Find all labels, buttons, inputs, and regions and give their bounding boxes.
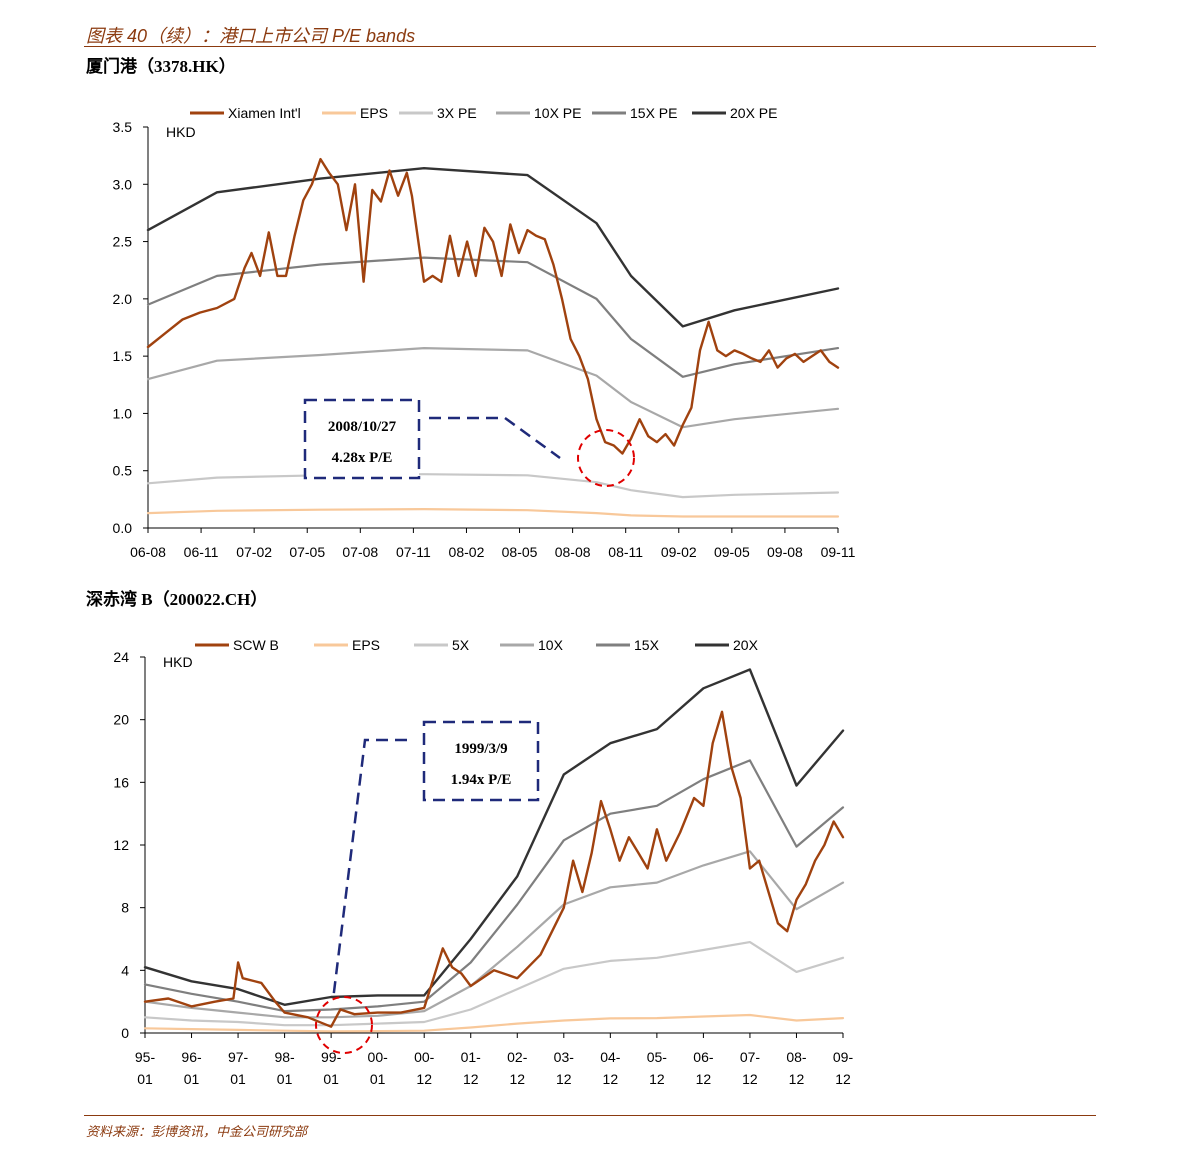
chart2-series-scw-b xyxy=(143,710,845,1028)
chart2-annotation-leader xyxy=(331,738,407,1001)
chart1-x-tick-label: 07-02 xyxy=(236,544,272,560)
chart1-annotation-text: 4.28x P/E xyxy=(332,450,393,466)
chart2-annotation-circle xyxy=(315,996,373,1054)
chart1-x-tick-label: 09-11 xyxy=(821,544,856,560)
chart1-series-3x-pe xyxy=(146,473,840,499)
chart2-y-tick-label: 12 xyxy=(113,837,129,853)
chart1-x-tick-label: 07-05 xyxy=(289,544,325,560)
chart2-series-20x xyxy=(143,668,845,1006)
chart2-y-tick-label: 4 xyxy=(121,962,129,978)
figure-title: 图表 40（续）：港口上市公司 P/E bands xyxy=(86,26,416,46)
chart1-y-tick-label: 0.0 xyxy=(113,520,133,536)
chart1-x-tick-label: 08-08 xyxy=(555,544,591,560)
chart2-legend-label: 10X xyxy=(538,637,564,653)
chart1-x-tick-label: 07-08 xyxy=(342,544,378,560)
chart2-series-10x xyxy=(143,850,845,1019)
title-rule xyxy=(84,46,1096,47)
chart2-x-tick-label: 00-12 xyxy=(414,1049,435,1087)
chart1-x-tick-label: 07-11 xyxy=(396,544,431,560)
chart1-annotation-leader xyxy=(429,416,561,460)
chart1-annotation-box xyxy=(303,398,421,480)
chart1-y-tick-label: 0.5 xyxy=(113,463,133,479)
chart1-legend-label: EPS xyxy=(360,105,388,121)
source-rule xyxy=(84,1115,1096,1116)
chart2-series-15x xyxy=(143,759,845,1013)
chart1-x-tick-label: 08-05 xyxy=(502,544,538,560)
chart2-x-tick-label: 02-12 xyxy=(507,1049,528,1087)
chart1-y-tick-label: 1.5 xyxy=(113,348,133,364)
chart1-legend-label: 3X PE xyxy=(437,105,477,121)
chart2-legend-label: 20X xyxy=(733,637,759,653)
chart2-x-tick-label: 97-01 xyxy=(228,1049,249,1087)
chart2-x-tick-label: 00-01 xyxy=(368,1049,389,1087)
chart2-x-tick-label: 98-01 xyxy=(274,1049,295,1087)
chart1-series-20x-pe xyxy=(146,166,840,328)
chart1-x-tick-label: 09-02 xyxy=(661,544,697,560)
chart1-x-tick-label: 09-08 xyxy=(767,544,803,560)
chart2-annotation-box xyxy=(422,720,540,802)
chart2-y-tick-label: 24 xyxy=(113,649,129,665)
chart1-legend-label: 20X PE xyxy=(730,105,777,121)
chart2-series-5x xyxy=(143,940,845,1027)
chart1-legend-label: 10X PE xyxy=(534,105,581,121)
chart1-legend-label: 15X PE xyxy=(630,105,677,121)
chart1-x-tick-label: 09-05 xyxy=(714,544,750,560)
chart1-annotation-circle xyxy=(577,429,635,487)
chart1-x-tick-label: 08-11 xyxy=(608,544,643,560)
chart1-y-tick-label: 1.0 xyxy=(113,405,133,421)
chart1-x-tick-label: 06-08 xyxy=(130,544,166,560)
chart2-legend-label: 15X xyxy=(634,637,660,653)
chart2-x-tick-label: 07-12 xyxy=(740,1049,761,1087)
chart2-y-axis-label: HKD xyxy=(163,654,193,670)
chart2-annotation-text: 1999/3/9 xyxy=(454,741,507,757)
chart1-series-10x-pe xyxy=(146,347,840,429)
chart2-legend-label: 5X xyxy=(452,637,470,653)
chart2-x-tick-label: 01-12 xyxy=(461,1049,482,1087)
chart2-x-tick-label: 08-12 xyxy=(786,1049,807,1087)
chart2-legend-label: SCW B xyxy=(233,637,279,653)
chart1-y-tick-label: 2.0 xyxy=(113,291,133,307)
chart1-y-tick-label: 3.0 xyxy=(113,176,133,192)
chart1-y-tick-label: 3.5 xyxy=(113,119,133,135)
chart2-annotation-text: 1.94x P/E xyxy=(451,772,512,788)
chart2-x-tick-label: 95-01 xyxy=(135,1049,156,1087)
chart2-y-tick-label: 8 xyxy=(121,900,129,916)
chart1-annotation-text: 2008/10/27 xyxy=(328,419,397,435)
chart1-series-xiamen-int-l xyxy=(146,157,840,455)
chart2-series-eps xyxy=(143,1013,845,1033)
source-note: 资料来源：彭博资讯，中金公司研究部 xyxy=(86,1124,308,1139)
chart1-y-tick-label: 2.5 xyxy=(113,234,133,250)
chart1-legend-label: Xiamen Int'l xyxy=(228,105,301,121)
chart1-x-tick-label: 08-02 xyxy=(449,544,485,560)
chart2-x-tick-label: 05-12 xyxy=(647,1049,668,1087)
chart1-x-tick-label: 06-11 xyxy=(184,544,219,560)
chart2-heading: 深赤湾 B（200022.CH） xyxy=(86,590,268,609)
chart2-x-tick-label: 06-12 xyxy=(693,1049,714,1087)
chart2-x-tick-label: 03-12 xyxy=(554,1049,575,1087)
chart1-series-15x-pe xyxy=(146,256,840,378)
chart2-y-tick-label: 20 xyxy=(113,712,129,728)
chart2-y-tick-label: 0 xyxy=(121,1025,129,1041)
chart2-x-tick-label: 04-12 xyxy=(600,1049,621,1087)
chart2-x-tick-label: 09-12 xyxy=(833,1049,854,1087)
chart1-y-axis-label: HKD xyxy=(166,124,196,140)
chart2-y-tick-label: 16 xyxy=(113,774,129,790)
chart1-heading: 厦门港（3378.HK） xyxy=(86,57,236,76)
chart2-x-tick-label: 99-01 xyxy=(321,1049,342,1087)
chart2-legend-label: EPS xyxy=(352,637,380,653)
chart1-series-eps xyxy=(146,508,840,518)
chart2-x-tick-label: 96-01 xyxy=(181,1049,202,1087)
